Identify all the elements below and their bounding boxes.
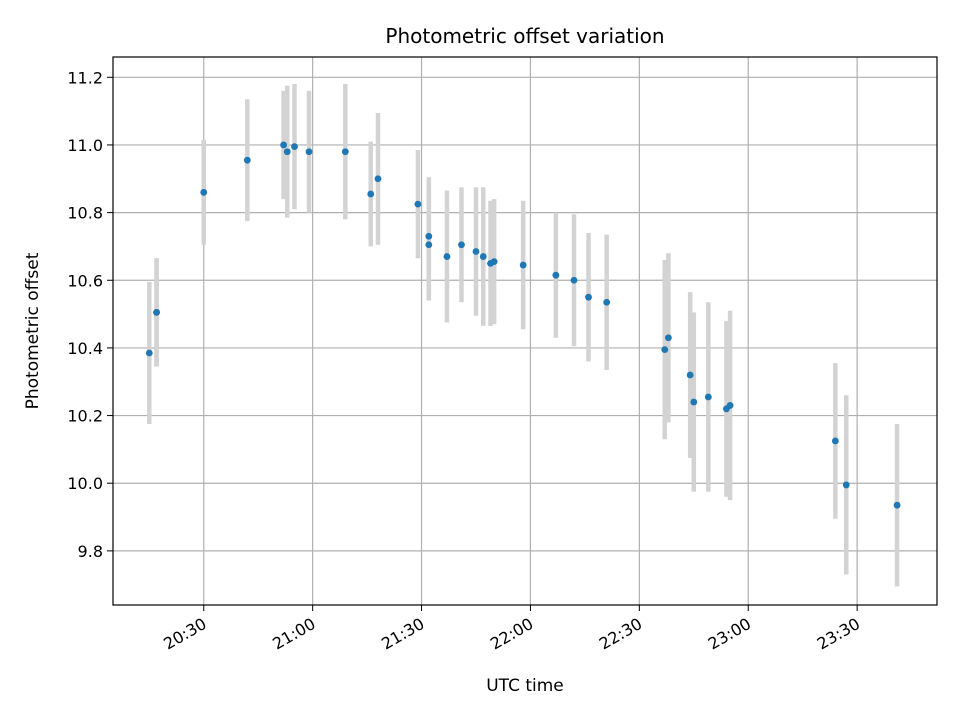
- data-point: [458, 241, 465, 249]
- data-point: [341, 148, 349, 156]
- data-point: [893, 501, 901, 509]
- y-tick-label: 10.4: [67, 339, 103, 358]
- y-tick-label: 9.8: [78, 542, 103, 561]
- data-point: [243, 156, 251, 164]
- data-point: [305, 148, 313, 156]
- data-point: [425, 232, 433, 240]
- data-point: [472, 248, 480, 255]
- y-axis-label: Photometric offset: [23, 252, 43, 409]
- data-point: [200, 188, 208, 196]
- data-point: [374, 175, 382, 183]
- data-point: [570, 276, 578, 284]
- data-point: [664, 334, 672, 342]
- x-axis-label: UTC time: [486, 676, 564, 696]
- y-axis: 9.8 10.0 10.2 10.4 10.6 10.8 11.0 11.2: [67, 68, 113, 561]
- data-point: [479, 253, 487, 260]
- data-point: [603, 298, 611, 306]
- y-tick-label: 10.6: [67, 271, 103, 290]
- data-point: [367, 190, 375, 198]
- data-point: [690, 398, 698, 406]
- data-point: [145, 349, 153, 357]
- data-point: [291, 143, 298, 151]
- data-point: [425, 241, 433, 249]
- data-point: [585, 293, 592, 301]
- data-point: [661, 346, 669, 354]
- y-tick-label: 11.0: [67, 136, 103, 155]
- data-point: [519, 261, 527, 269]
- data-point: [414, 200, 422, 208]
- data-point: [686, 371, 694, 379]
- chart-title: Photometric offset variation: [385, 24, 664, 48]
- data-point: [283, 148, 291, 156]
- data-point: [726, 402, 734, 409]
- data-point: [443, 253, 451, 260]
- y-tick-label: 10.2: [67, 407, 103, 426]
- y-tick-label: 11.2: [67, 68, 103, 87]
- data-point: [153, 308, 160, 316]
- data-point: [552, 271, 560, 279]
- data-point: [831, 437, 839, 445]
- data-point: [842, 481, 850, 489]
- data-point: [704, 393, 712, 401]
- plot-frame: [112, 56, 938, 606]
- data-point: [280, 141, 288, 149]
- data-points: [145, 141, 901, 509]
- data-point: [490, 258, 498, 266]
- y-tick-label: 10.8: [67, 204, 103, 223]
- y-tick-label: 10.0: [67, 474, 103, 493]
